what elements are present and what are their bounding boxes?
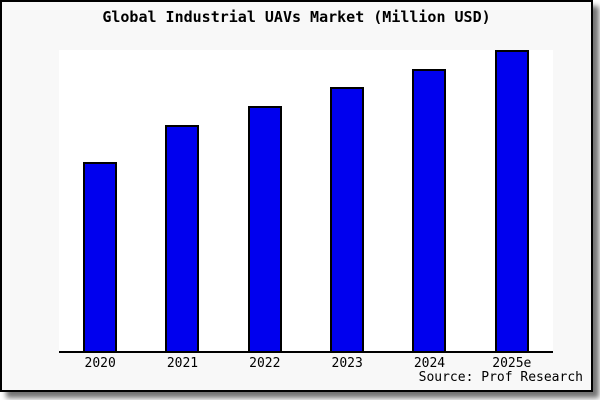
chart-title: Global Industrial UAVs Market (Million U… (102, 8, 491, 26)
bar-2022 (247, 106, 282, 351)
chart-card: Global Industrial UAVs Market (Million U… (0, 0, 593, 392)
source-note: Source: Prof Research (418, 370, 583, 385)
bar-slot-2022 (224, 50, 306, 351)
x-tick-label-2024: 2024 (413, 356, 446, 371)
x-tick-label-2022: 2022 (249, 356, 281, 371)
bar-2025e (494, 50, 529, 351)
bar-slot-2020 (59, 50, 141, 351)
plot-area (59, 50, 553, 353)
bar-2021 (165, 124, 200, 351)
x-tick-label-2025e: 2025e (492, 356, 532, 371)
bar-slot-2021 (141, 50, 223, 351)
x-tick-label-2021: 2021 (166, 356, 199, 371)
x-tick-label-2020: 2020 (84, 356, 116, 371)
bar-2024 (412, 68, 447, 351)
bar-slot-2025e (471, 50, 553, 351)
bar-slot-2024 (388, 50, 470, 351)
bar-slot-2023 (306, 50, 388, 351)
x-axis-labels: 2020 2021 2022 2023 2024 2025e (59, 356, 553, 372)
x-tick-label-2023: 2023 (331, 356, 363, 371)
bar-2020 (83, 161, 118, 351)
bar-2023 (330, 87, 365, 351)
